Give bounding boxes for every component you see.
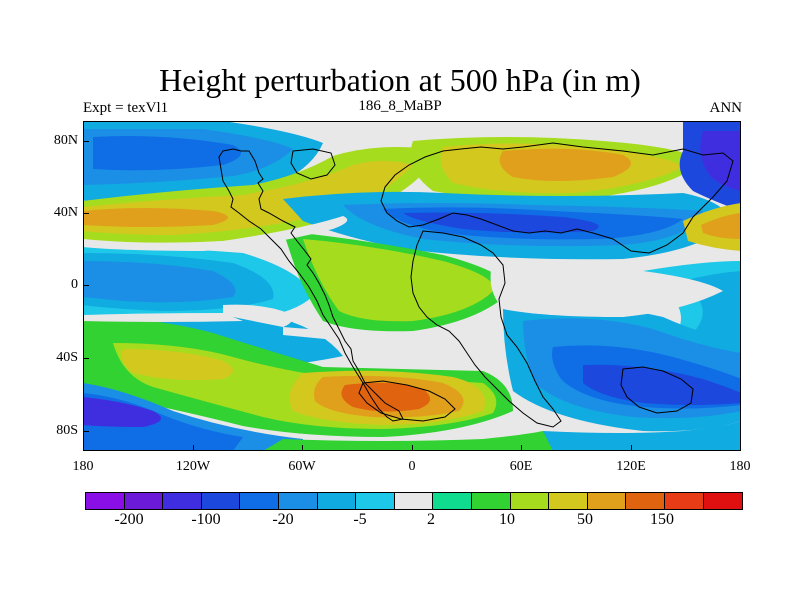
colorbar-label: -200 bbox=[114, 511, 144, 528]
colorbar-label: 2 bbox=[427, 511, 435, 528]
lon-label-180e: 180 bbox=[729, 459, 751, 474]
colorbar-swatch bbox=[587, 493, 627, 509]
ridge-south-pos3 bbox=[121, 349, 233, 381]
lon-label-180w: 180 bbox=[72, 459, 94, 474]
band-antarctic-neg4 bbox=[543, 421, 741, 451]
band-antarctic-neg3 bbox=[83, 397, 161, 427]
season-label: ANN bbox=[709, 100, 743, 116]
ridge-nw-pos3 bbox=[83, 208, 228, 227]
map-frame bbox=[83, 121, 741, 451]
colorbar-label: -100 bbox=[191, 511, 221, 528]
outline-africa bbox=[410, 230, 562, 428]
experiment-label: Expt = texVl1 bbox=[83, 100, 169, 116]
colorbar-label: 10 bbox=[499, 511, 515, 528]
lon-label-120e: 120E bbox=[616, 459, 646, 474]
lat-label-80s: 80S bbox=[56, 423, 78, 438]
colorbar-swatch bbox=[240, 493, 279, 509]
colorbar-label: -5 bbox=[353, 511, 367, 528]
colorbar-swatch bbox=[163, 493, 202, 509]
colorbar-swatch bbox=[86, 493, 125, 509]
colorbar-swatch bbox=[278, 493, 318, 509]
lat-tick bbox=[83, 285, 89, 286]
ridge-east-pos2 bbox=[701, 213, 741, 239]
colorbar-swatch bbox=[356, 493, 395, 509]
colorbar-label: 50 bbox=[577, 511, 593, 528]
lat-label-40n: 40N bbox=[53, 205, 78, 220]
outline-eurasia bbox=[380, 142, 734, 254]
band-arctic-neg-deep bbox=[93, 136, 241, 171]
zero-band-4 bbox=[83, 313, 243, 322]
colorbar-swatch bbox=[433, 493, 472, 509]
lat-label-80n: 80N bbox=[53, 133, 78, 148]
period-label: 186_8_MaBP bbox=[358, 98, 442, 114]
colorbar-swatch bbox=[317, 493, 357, 509]
lon-label-120w: 120W bbox=[175, 459, 211, 474]
trough-asia-neg4 bbox=[403, 212, 599, 233]
outline-north-america bbox=[218, 148, 404, 422]
zero-band-1 bbox=[83, 216, 348, 251]
lat-tick bbox=[83, 141, 89, 142]
ridge-eq-pos2 bbox=[303, 239, 495, 322]
colorbar-label: -20 bbox=[272, 511, 294, 528]
contour-map bbox=[83, 121, 741, 451]
colorbar-swatch bbox=[394, 493, 434, 509]
lat-label-40s: 40S bbox=[56, 350, 78, 365]
zero-band-5 bbox=[283, 327, 483, 351]
trough-eqw-neg3 bbox=[83, 261, 236, 303]
outline-antarctic bbox=[358, 380, 456, 422]
outline-greenland bbox=[290, 148, 336, 180]
ridge-ne-pos3 bbox=[499, 148, 631, 181]
lat-tick bbox=[83, 431, 89, 432]
colorbar-swatch bbox=[201, 493, 241, 509]
lon-tick bbox=[631, 445, 632, 451]
lat-tick bbox=[83, 358, 89, 359]
colorbar-swatch bbox=[549, 493, 588, 509]
lon-tick bbox=[521, 445, 522, 451]
outline-australia bbox=[620, 366, 694, 414]
colorbar bbox=[85, 492, 744, 510]
colorbar-label: 150 bbox=[650, 511, 674, 528]
colorbar-swatch bbox=[626, 493, 665, 509]
map-title: Height perturbation at 500 hPa (in m) bbox=[159, 62, 641, 98]
colorbar-swatch bbox=[703, 493, 743, 509]
colorbar-swatch bbox=[510, 493, 550, 509]
ridge-south-pos6 bbox=[341, 382, 431, 412]
colorbar-swatch bbox=[664, 493, 704, 509]
lon-tick bbox=[302, 445, 303, 451]
lat-label-0: 0 bbox=[71, 277, 78, 292]
lon-tick bbox=[193, 445, 194, 451]
colorbar-swatch bbox=[471, 493, 511, 509]
lon-tick bbox=[412, 445, 413, 451]
lat-tick bbox=[83, 213, 89, 214]
zero-band-2 bbox=[223, 304, 292, 327]
lon-label-0: 0 bbox=[408, 459, 416, 474]
contour-field bbox=[83, 121, 741, 451]
zero-band-3 bbox=[490, 261, 723, 317]
zero-band-6 bbox=[313, 123, 383, 139]
band-ne-neg2 bbox=[700, 131, 741, 191]
band-antarctic-pos bbox=[263, 431, 563, 451]
lon-label-60e: 60E bbox=[509, 459, 533, 474]
lon-label-60w: 60W bbox=[288, 459, 316, 474]
colorbar-swatch bbox=[124, 493, 164, 509]
